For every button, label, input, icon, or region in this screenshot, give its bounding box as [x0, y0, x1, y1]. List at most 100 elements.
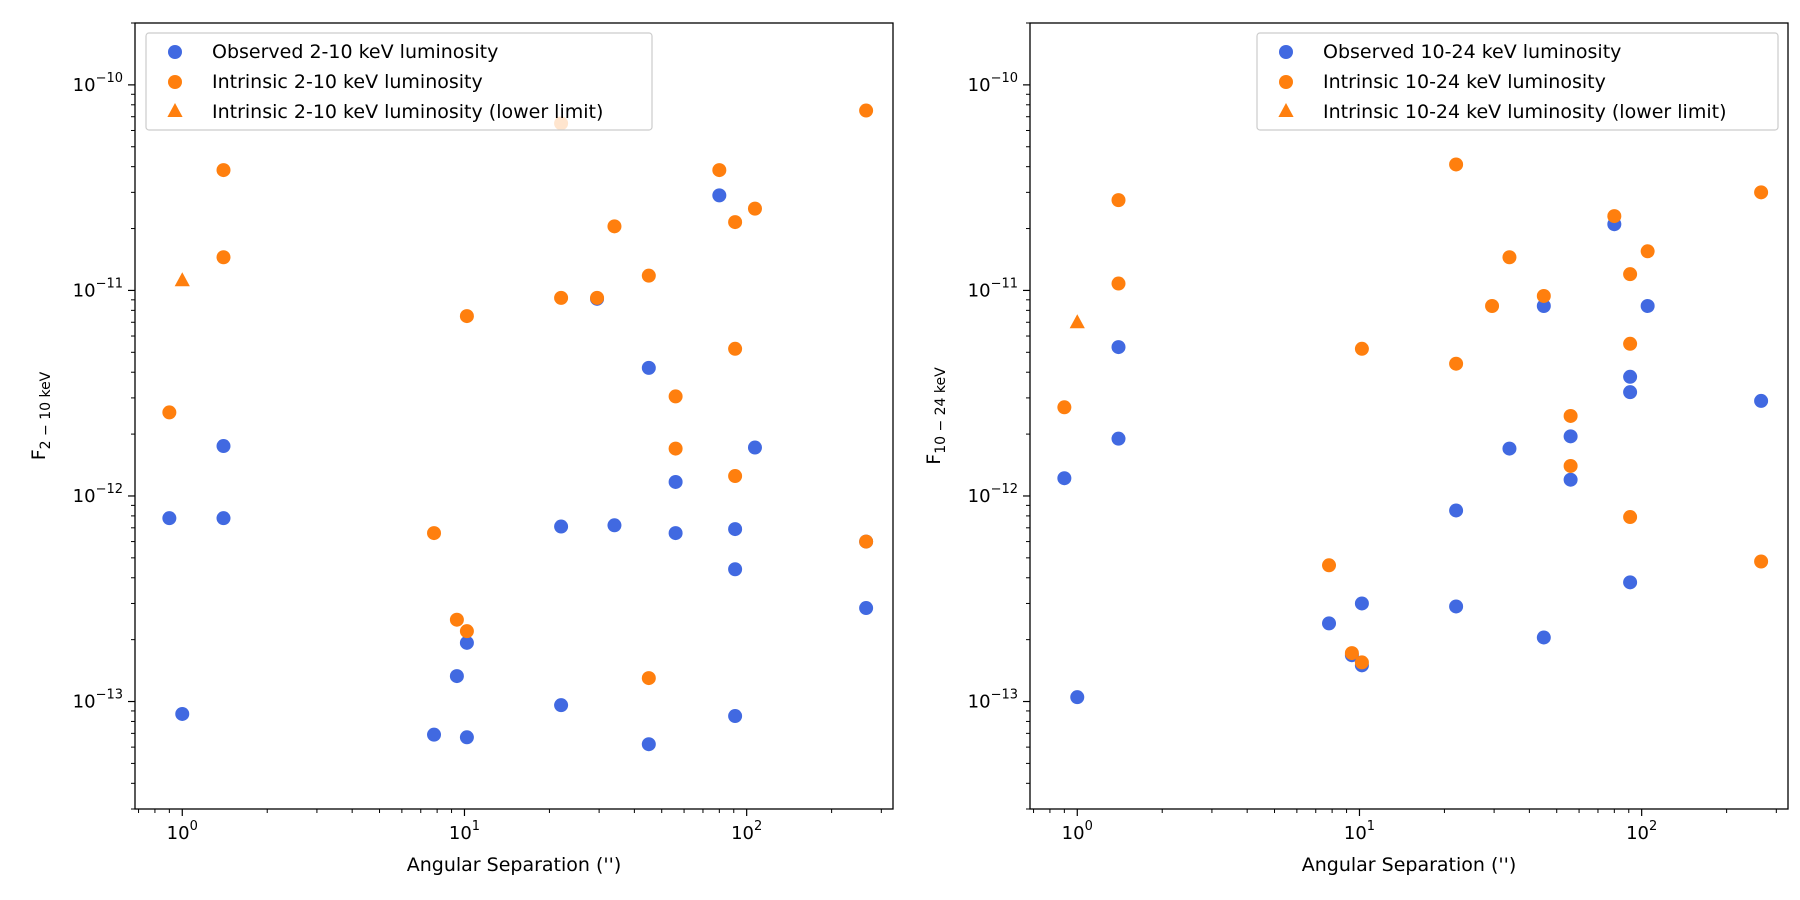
legend-label: Observed 10-24 keV luminosity	[1323, 41, 1621, 63]
legend-marker	[168, 75, 182, 89]
data-point	[1111, 276, 1126, 291]
data-point	[162, 511, 177, 526]
data-point	[1322, 558, 1337, 573]
data-point	[641, 268, 656, 283]
data-point-triangle	[174, 272, 190, 287]
y-tick-label: 10−10	[968, 71, 1018, 96]
series-3	[1069, 314, 1085, 329]
data-point	[1070, 690, 1085, 705]
data-point	[1754, 185, 1769, 200]
data-point	[1111, 193, 1126, 208]
y-tick-label: 10−11	[968, 276, 1018, 301]
data-point	[554, 698, 569, 713]
data-point	[641, 671, 656, 686]
data-point	[859, 601, 874, 616]
legend-label: Intrinsic 2-10 keV luminosity	[212, 71, 483, 93]
data-point	[1111, 431, 1126, 446]
data-point	[1449, 356, 1464, 371]
data-point	[459, 624, 474, 639]
data-point	[216, 163, 231, 178]
data-point	[1623, 510, 1638, 525]
data-point	[449, 669, 464, 684]
y-tick-label: 10−11	[73, 276, 123, 301]
data-point	[1623, 385, 1638, 400]
data-point	[747, 440, 762, 455]
data-point	[1344, 646, 1359, 661]
chart-panel-2: 100 101 102 10−13 10−12 10−11 10−10 Angular Sep…	[923, 22, 1789, 876]
y-axis-label: F2 − 10 keV	[28, 371, 54, 460]
data-point	[668, 389, 683, 404]
data-point	[1563, 458, 1578, 473]
data-point	[427, 727, 442, 742]
series-3	[174, 272, 190, 287]
legend: Observed 2-10 keV luminosity Intrinsic 2-…	[145, 32, 653, 131]
data-point	[1640, 298, 1655, 313]
data-point	[1354, 596, 1369, 611]
data-point	[1449, 599, 1464, 614]
legend-label: Intrinsic 2-10 keV luminosity (lower lim…	[212, 101, 603, 123]
data-point	[1536, 630, 1551, 645]
y-tick-label: 10−12	[73, 482, 123, 507]
legend-box	[145, 32, 653, 131]
legend-marker-triangle	[167, 103, 183, 117]
data-point	[1057, 471, 1072, 486]
x-tick-label: 101	[1344, 819, 1375, 844]
data-point	[1449, 157, 1464, 172]
data-point	[1607, 209, 1622, 224]
x-axis-label: Angular Separation ('')	[1302, 854, 1517, 876]
data-point	[427, 526, 442, 541]
data-point	[1563, 472, 1578, 487]
y-tick-label: 10−10	[73, 71, 123, 96]
legend-marker	[1279, 75, 1293, 89]
data-point	[1502, 441, 1517, 456]
legend-label: Intrinsic 10-24 keV luminosity (lower li…	[1323, 101, 1726, 123]
data-point	[712, 188, 727, 203]
data-point	[1563, 408, 1578, 423]
data-point	[216, 439, 231, 454]
data-point	[1502, 250, 1517, 265]
data-point	[1754, 393, 1769, 408]
data-point	[1563, 429, 1578, 444]
data-point	[1623, 369, 1638, 384]
data-point	[554, 290, 569, 305]
data-point	[1754, 554, 1769, 569]
data-point	[459, 730, 474, 745]
data-point	[728, 215, 743, 230]
series-2	[1057, 157, 1769, 670]
data-point	[668, 474, 683, 489]
data-point	[668, 441, 683, 456]
data-point	[175, 706, 190, 721]
series-1	[162, 188, 874, 752]
data-point	[216, 511, 231, 526]
data-point	[449, 612, 464, 627]
data-point	[1322, 616, 1337, 631]
data-point	[459, 635, 474, 650]
data-point	[1354, 655, 1369, 670]
data-point	[1536, 288, 1551, 303]
data-point	[162, 405, 177, 420]
x-axis-label: Angular Separation ('')	[407, 854, 622, 876]
legend-box	[1256, 32, 1779, 131]
legend-marker-triangle	[1278, 103, 1294, 117]
x-tick-label: 101	[449, 819, 480, 844]
legend-marker	[168, 45, 182, 59]
legend-label: Intrinsic 10-24 keV luminosity	[1323, 71, 1606, 93]
y-tick-label: 10−12	[968, 482, 1018, 507]
data-point	[1449, 503, 1464, 518]
data-point	[641, 360, 656, 375]
data-point	[1640, 244, 1655, 259]
data-point	[728, 469, 743, 484]
y-axis-label: F10 − 24 keV	[923, 367, 949, 465]
plot-frame	[1029, 22, 1789, 810]
data-point	[859, 534, 874, 549]
data-point	[859, 103, 874, 118]
legend: Observed 10-24 keV luminosity Intrinsic 1…	[1256, 32, 1779, 131]
data-point	[1485, 298, 1500, 313]
data-point	[668, 526, 683, 541]
data-point	[747, 201, 762, 216]
data-point	[728, 522, 743, 537]
data-point	[1057, 400, 1072, 415]
x-tick-label: 100	[167, 819, 198, 844]
data-point	[590, 290, 605, 305]
